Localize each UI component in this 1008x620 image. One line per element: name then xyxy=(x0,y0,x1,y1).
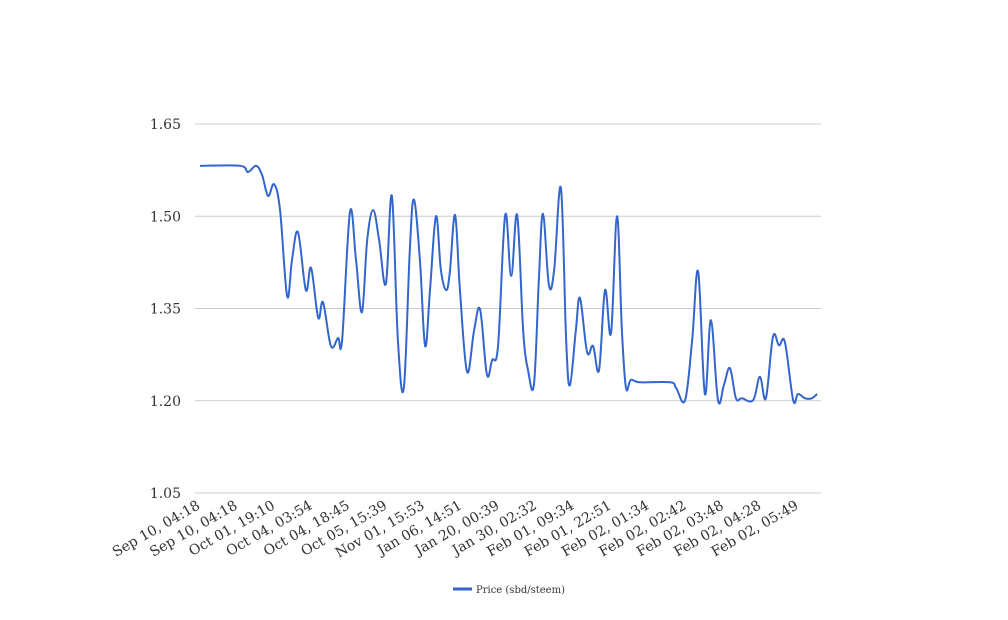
y-tick-label: 1.20 xyxy=(150,394,181,410)
y-tick-label: 1.65 xyxy=(150,117,181,133)
legend-label: Price (sbd/steem) xyxy=(476,585,565,596)
y-tick-label: 1.35 xyxy=(150,302,181,318)
legend[interactable]: Price (sbd/steem) xyxy=(453,585,565,596)
y-axis-ticks: 1.05 1.20 1.35 1.50 1.65 xyxy=(150,117,181,502)
gridlines xyxy=(195,123,821,494)
y-tick-label: 1.05 xyxy=(150,486,181,502)
series-line-price xyxy=(199,164,818,405)
y-tick-label: 1.50 xyxy=(150,209,181,225)
